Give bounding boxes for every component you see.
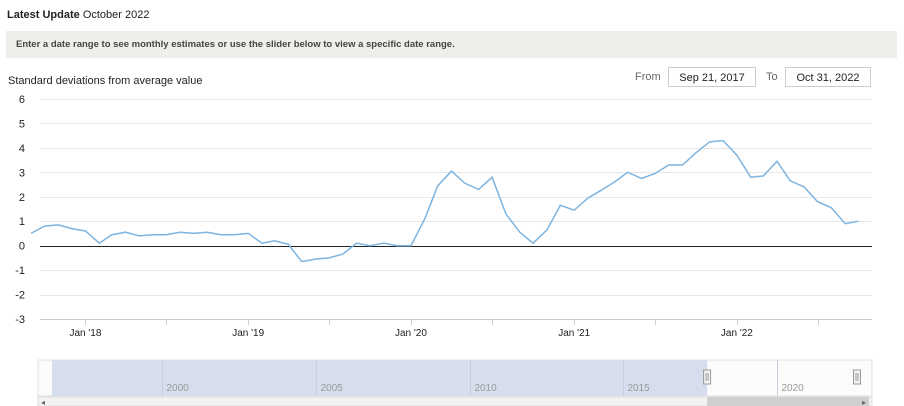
x-axis-ticks: Jan '18 Jan '19 Jan '20 Jan '21 Jan '22 — [70, 319, 819, 339]
instructions-banner: Enter a date range to see monthly estima… — [6, 31, 897, 58]
range-navigator: 2000 2005 2010 2015 2020 ◂ ▸ — [37, 359, 873, 406]
navigator-tick-label: 2000 — [167, 383, 190, 394]
y-tick-label: 3 — [19, 167, 25, 179]
latest-update-value: October 2022 — [82, 9, 150, 21]
y-tick-label: 1 — [19, 216, 25, 228]
gridlines — [40, 99, 872, 320]
y-tick-label: 6 — [19, 94, 25, 106]
navigator-tick-label: 2020 — [782, 383, 805, 394]
scrollbar-track — [37, 396, 873, 406]
y-tick-label: 5 — [19, 118, 25, 130]
latest-update: Latest Update October 2022 — [7, 9, 149, 21]
x-tick-label: Jan '18 — [70, 328, 102, 339]
x-tick-label: Jan '19 — [232, 328, 264, 339]
navigator-tick-label: 2010 — [475, 383, 498, 394]
x-tick-label: Jan '21 — [558, 328, 590, 339]
navigator-handle-left[interactable] — [703, 369, 712, 385]
scrollbar-left-arrow-icon[interactable]: ◂ — [41, 398, 45, 406]
x-tick-label: Jan '22 — [721, 328, 753, 339]
range-to-input[interactable]: Oct 31, 2022 — [785, 67, 871, 87]
y-tick-label: -3 — [15, 314, 25, 326]
y-tick-label: 4 — [19, 143, 25, 155]
y-tick-label: -1 — [15, 265, 25, 277]
series-line — [30, 139, 859, 263]
navigator-handle-right[interactable] — [853, 369, 861, 385]
navigator-tick-label: 2015 — [628, 383, 651, 394]
range-to-label: To — [766, 71, 778, 83]
range-from-label: From — [635, 71, 661, 83]
navigator-tick-label: 2005 — [321, 383, 344, 394]
y-axis-title: Standard deviations from average value — [8, 75, 203, 87]
navigator-mask-left — [52, 360, 708, 396]
scrollbar-thumb[interactable] — [707, 397, 869, 406]
latest-update-label: Latest Update — [7, 9, 80, 21]
range-from-input[interactable]: Sep 21, 2017 — [668, 67, 756, 87]
y-tick-label: 2 — [19, 192, 25, 204]
y-tick-label: -2 — [15, 290, 25, 302]
scrollbar-right-arrow-icon[interactable]: ▸ — [862, 398, 866, 406]
y-tick-label: 0 — [19, 241, 25, 253]
x-tick-label: Jan '20 — [395, 328, 427, 339]
y-axis-ticks: 6 5 4 3 2 1 0 -1 -2 -3 — [15, 94, 25, 326]
